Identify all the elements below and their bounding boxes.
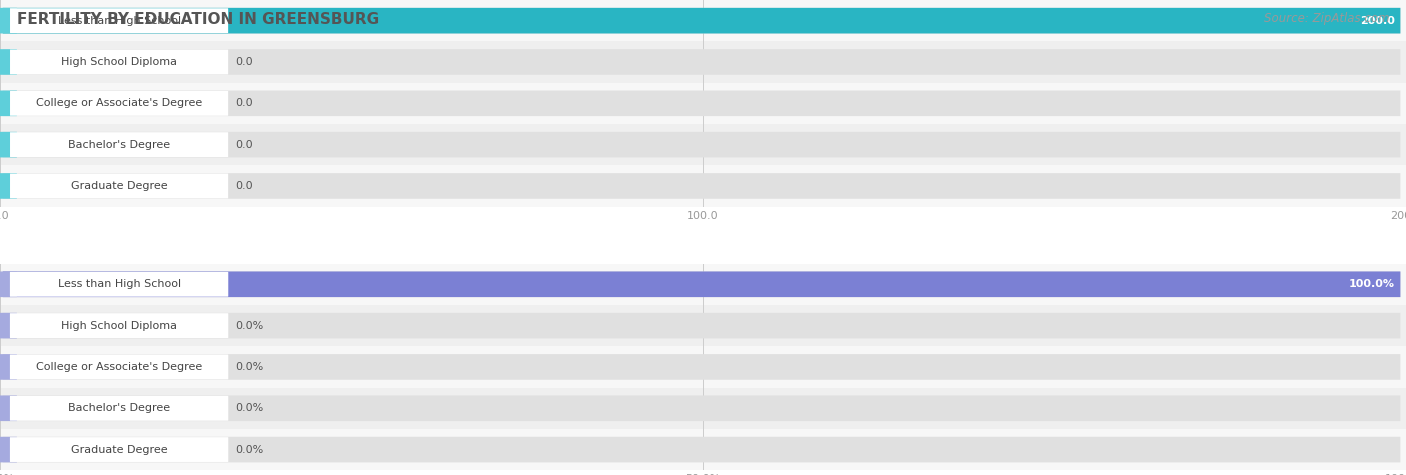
FancyBboxPatch shape bbox=[0, 0, 1406, 41]
FancyBboxPatch shape bbox=[0, 83, 1406, 124]
FancyBboxPatch shape bbox=[0, 354, 17, 380]
FancyBboxPatch shape bbox=[0, 124, 1406, 165]
FancyBboxPatch shape bbox=[10, 396, 228, 421]
FancyBboxPatch shape bbox=[10, 132, 228, 157]
FancyBboxPatch shape bbox=[0, 264, 1406, 305]
FancyBboxPatch shape bbox=[3, 91, 1400, 116]
Text: College or Associate's Degree: College or Associate's Degree bbox=[37, 98, 202, 108]
FancyBboxPatch shape bbox=[3, 8, 1400, 33]
FancyBboxPatch shape bbox=[10, 49, 228, 75]
FancyBboxPatch shape bbox=[3, 272, 1400, 297]
FancyBboxPatch shape bbox=[10, 91, 228, 116]
Text: 0.0: 0.0 bbox=[235, 140, 253, 150]
FancyBboxPatch shape bbox=[3, 8, 1400, 33]
Text: 0.0: 0.0 bbox=[235, 57, 253, 67]
FancyBboxPatch shape bbox=[0, 132, 17, 157]
FancyBboxPatch shape bbox=[0, 41, 1406, 83]
Text: Bachelor's Degree: Bachelor's Degree bbox=[67, 140, 170, 150]
FancyBboxPatch shape bbox=[10, 173, 228, 199]
Text: High School Diploma: High School Diploma bbox=[60, 321, 177, 331]
Text: High School Diploma: High School Diploma bbox=[60, 57, 177, 67]
FancyBboxPatch shape bbox=[10, 8, 228, 33]
Text: 200.0: 200.0 bbox=[1360, 16, 1395, 26]
Text: College or Associate's Degree: College or Associate's Degree bbox=[37, 362, 202, 372]
FancyBboxPatch shape bbox=[10, 354, 228, 380]
FancyBboxPatch shape bbox=[10, 313, 228, 338]
FancyBboxPatch shape bbox=[3, 437, 1400, 462]
Text: FERTILITY BY EDUCATION IN GREENSBURG: FERTILITY BY EDUCATION IN GREENSBURG bbox=[17, 12, 380, 27]
Text: 100.0%: 100.0% bbox=[1348, 279, 1395, 289]
FancyBboxPatch shape bbox=[0, 437, 17, 462]
FancyBboxPatch shape bbox=[10, 272, 228, 297]
Text: 0.0: 0.0 bbox=[235, 98, 253, 108]
FancyBboxPatch shape bbox=[0, 173, 17, 199]
FancyBboxPatch shape bbox=[0, 346, 1406, 388]
FancyBboxPatch shape bbox=[0, 305, 1406, 346]
Text: 0.0: 0.0 bbox=[235, 181, 253, 191]
Text: 0.0%: 0.0% bbox=[235, 321, 263, 331]
Text: Source: ZipAtlas.com: Source: ZipAtlas.com bbox=[1264, 12, 1389, 25]
FancyBboxPatch shape bbox=[0, 8, 17, 33]
FancyBboxPatch shape bbox=[3, 173, 1400, 199]
FancyBboxPatch shape bbox=[3, 396, 1400, 421]
FancyBboxPatch shape bbox=[3, 354, 1400, 380]
Text: Graduate Degree: Graduate Degree bbox=[70, 181, 167, 191]
FancyBboxPatch shape bbox=[3, 49, 1400, 75]
FancyBboxPatch shape bbox=[0, 388, 1406, 429]
FancyBboxPatch shape bbox=[0, 396, 17, 421]
FancyBboxPatch shape bbox=[0, 429, 1406, 470]
FancyBboxPatch shape bbox=[0, 91, 17, 116]
FancyBboxPatch shape bbox=[3, 313, 1400, 338]
Text: Graduate Degree: Graduate Degree bbox=[70, 445, 167, 455]
Text: 0.0%: 0.0% bbox=[235, 403, 263, 413]
Text: 0.0%: 0.0% bbox=[235, 445, 263, 455]
Text: Less than High School: Less than High School bbox=[58, 16, 180, 26]
FancyBboxPatch shape bbox=[10, 437, 228, 462]
FancyBboxPatch shape bbox=[3, 272, 1400, 297]
FancyBboxPatch shape bbox=[0, 272, 17, 297]
FancyBboxPatch shape bbox=[0, 165, 1406, 207]
FancyBboxPatch shape bbox=[3, 132, 1400, 157]
FancyBboxPatch shape bbox=[0, 313, 17, 338]
FancyBboxPatch shape bbox=[0, 49, 17, 75]
Text: Less than High School: Less than High School bbox=[58, 279, 180, 289]
Text: Bachelor's Degree: Bachelor's Degree bbox=[67, 403, 170, 413]
Text: 0.0%: 0.0% bbox=[235, 362, 263, 372]
